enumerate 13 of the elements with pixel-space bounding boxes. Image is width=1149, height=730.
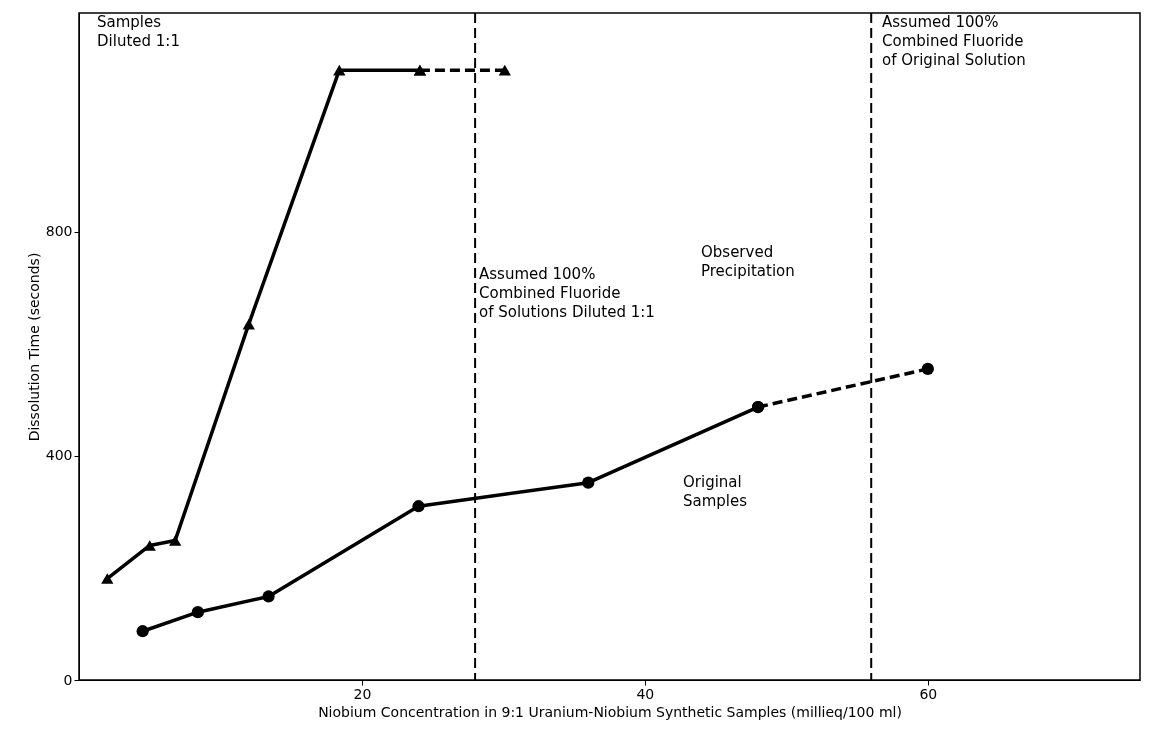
x-tick-label: 40 — [636, 685, 655, 702]
y-tick-label: 800 — [45, 223, 73, 240]
x-tick-label: 60 — [919, 685, 938, 702]
annotation: Assumed 100% Combined Fluoride of Original Solution — [882, 13, 1026, 69]
annotation: Assumed 100% Combined Fluoride of Solutions Diluted 1:1 — [479, 265, 655, 321]
x-axis-title: Niobium Concentration in 9:1 Uranium-Niobium Synthetic Samples (millieq/100 ml) — [318, 703, 902, 720]
annotation: Original Samples — [683, 473, 748, 510]
annotation: Observed Precipitation — [701, 243, 795, 280]
y-tick-label: 0 — [63, 671, 73, 688]
y-axis-title: Dissolution Time (seconds) — [25, 252, 42, 442]
annotation: Samples Diluted 1:1 — [97, 13, 180, 50]
x-tick-label: 20 — [353, 685, 372, 702]
y-tick-label: 400 — [45, 447, 73, 464]
